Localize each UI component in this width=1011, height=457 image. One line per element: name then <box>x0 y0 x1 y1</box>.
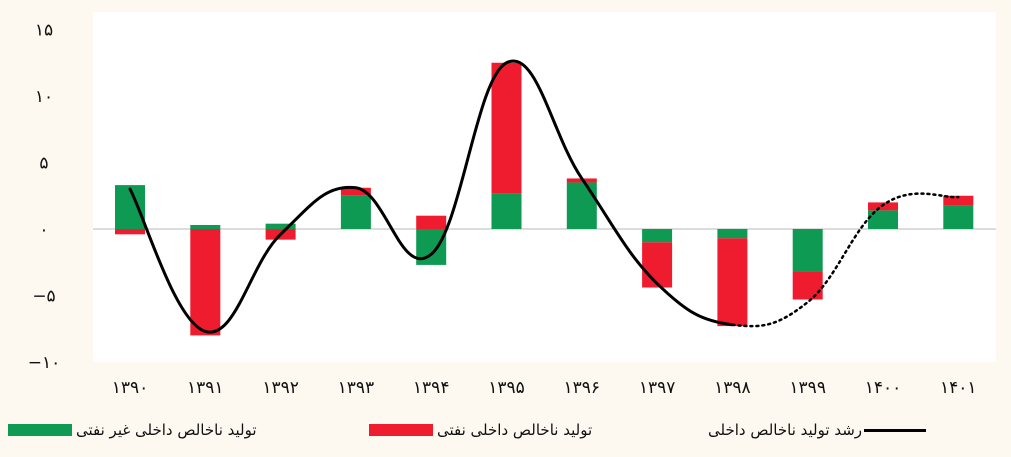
x-tick-label: ۱۳۹۰ <box>112 378 149 398</box>
x-tick-label: ۱۳۹۱ <box>187 378 224 398</box>
legend-swatch-non-oil <box>8 424 72 436</box>
y-tick-label: −۱۰ <box>28 353 61 373</box>
x-tick-label: ۱۳۹۹ <box>789 378 826 398</box>
legend-swatch-oil <box>369 424 433 436</box>
bar-oil <box>190 229 221 336</box>
x-tick-label: ۱۳۹۶ <box>564 378 601 398</box>
bar-non-oil <box>868 210 898 229</box>
bar-non-oil <box>491 193 522 229</box>
bar-non-oil <box>792 229 823 272</box>
legend-swatch-gdp-growth <box>864 428 927 432</box>
gdp-growth-line-dotted <box>731 192 960 328</box>
y-tick-label: ۱۵ <box>35 21 53 41</box>
bar-non-oil <box>265 223 296 229</box>
legend: رشد تولید ناخالص داخلی تولید ناخالص داخل… <box>0 418 1011 446</box>
bar-non-oil <box>717 229 748 239</box>
legend-label-oil: تولید ناخالص داخلی نفتی <box>437 421 593 439</box>
x-tick-label: ۱۴۰۱ <box>940 378 977 398</box>
bar-oil <box>642 242 673 288</box>
bar-oil <box>943 195 974 206</box>
legend-label-non-oil: تولید ناخالص داخلی غیر نفتی <box>76 421 257 439</box>
bar-non-oil <box>642 229 673 243</box>
x-tick-label: ۱۳۹۸ <box>714 378 751 398</box>
x-tick-label: ۱۳۹۵ <box>488 378 525 398</box>
legend-item-gdp-growth: رشد تولید ناخالص داخلی <box>708 418 927 442</box>
y-tick-label: ۱۰ <box>35 87 53 107</box>
x-tick-label: ۱۳۹۳ <box>338 378 375 398</box>
bar-non-oil <box>340 195 371 229</box>
bar-non-oil <box>566 182 597 229</box>
y-tick-label: ۵ <box>39 154 48 174</box>
bar-oil <box>792 271 823 300</box>
y-tick-label: −۵ <box>32 287 55 307</box>
plot-area <box>93 12 996 362</box>
x-tick-label: ۱۳۹۷ <box>639 378 676 398</box>
bar-oil <box>115 229 145 235</box>
y-tick-label: ۰ <box>39 220 48 240</box>
bar-oil <box>491 62 522 194</box>
x-tick-label: ۱۴۰۰ <box>865 378 902 398</box>
bar-non-oil <box>190 225 221 229</box>
legend-item-oil: تولید ناخالص داخلی نفتی <box>369 418 592 442</box>
x-tick-label: ۱۳۹۲ <box>262 378 299 398</box>
legend-label-gdp-growth: رشد تولید ناخالص داخلی <box>708 421 863 439</box>
x-tick-label: ۱۳۹۴ <box>413 378 450 398</box>
bar-oil <box>340 187 371 196</box>
gdp-growth-line-solid <box>128 59 734 334</box>
bar-non-oil <box>943 205 974 229</box>
legend-item-non-oil: تولید ناخالص داخلی غیر نفتی <box>8 418 257 442</box>
bar-oil <box>416 215 447 229</box>
bar-oil <box>717 238 748 327</box>
